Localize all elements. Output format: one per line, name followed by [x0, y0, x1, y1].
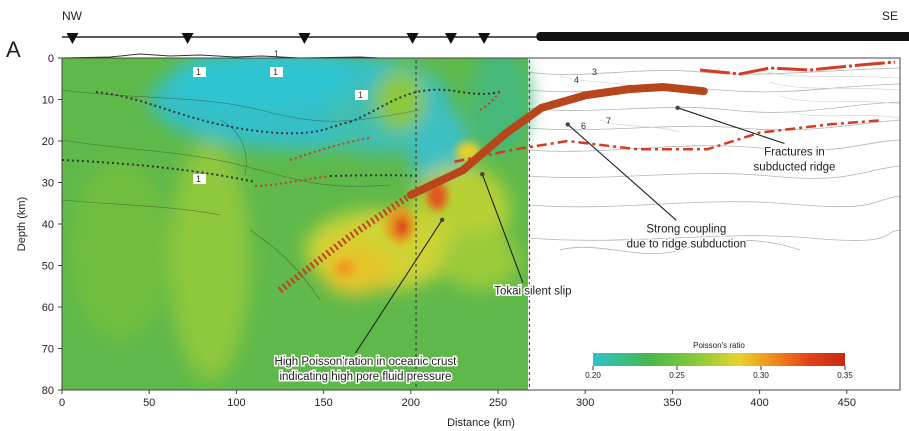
- colorbar-tick-label-2: 0.30: [753, 371, 769, 380]
- annotation-dot-1: [565, 122, 570, 127]
- x-axis-label: Distance (km): [447, 417, 515, 429]
- colorbar-tick-label-3: 0.35: [837, 371, 853, 380]
- annotation-leader-1: [567, 123, 677, 221]
- x-tick-label-7: 350: [663, 397, 681, 409]
- station-triangle-4: [444, 33, 457, 44]
- svg-text:1: 1: [196, 174, 201, 184]
- svg-text:3: 3: [592, 67, 597, 77]
- y-tick-label-7: 70: [42, 344, 54, 356]
- x-axis: 0 50 100 150 200 250 300 350 400 450: [59, 390, 856, 409]
- annotation-text-0-1: subducted ridge: [754, 162, 836, 174]
- x-tick-label-0: 0: [59, 397, 65, 409]
- station-triangle-2: [298, 33, 311, 44]
- svg-text:4: 4: [574, 75, 579, 85]
- x-tick-label-5: 250: [489, 397, 507, 409]
- red-shallow-segment: [699, 60, 896, 76]
- annotation-dot-2: [480, 172, 485, 177]
- annotation-text-1-0: Strong coupling: [646, 223, 726, 235]
- gray-contours: [527, 67, 900, 255]
- x-tick-label-1: 50: [143, 397, 155, 409]
- y-tick-label-4: 40: [42, 219, 54, 231]
- obs-array-bar: [536, 32, 909, 41]
- annotation-dot-0: [675, 105, 680, 111]
- annotations: Fractures in subducted ridge Strong coupli…: [273, 105, 837, 385]
- contour-labels: 1 1 1 1 1 3 4 6 7: [193, 49, 611, 184]
- x-tick-label-4: 200: [402, 397, 420, 409]
- layer-boundaries: [62, 88, 501, 187]
- x-tick-label-3: 150: [314, 397, 332, 409]
- x-tick-label-8: 400: [750, 397, 768, 409]
- annotation-text-3-1: indicating high pore fluid pressure: [279, 371, 451, 383]
- colorbar-tick-label-0: 0.20: [585, 371, 601, 380]
- colorbar-gradient: [593, 353, 845, 366]
- y-tick-label-1: 10: [42, 95, 54, 107]
- nw-label: NW: [62, 9, 83, 23]
- y-tick-label-5: 50: [42, 261, 54, 273]
- colorbar: Poisson's ratio 0.20 0.25 0.30 0.35: [585, 341, 855, 380]
- y-axis: 0 10 20 30 40 50 60 70 80: [42, 53, 62, 397]
- svg-text:1: 1: [358, 90, 363, 100]
- x-tick-label-6: 300: [576, 397, 594, 409]
- y-tick-label-0: 0: [48, 53, 54, 65]
- panel-label: A: [6, 37, 21, 62]
- svg-text:6: 6: [581, 121, 586, 131]
- heatmap-blobs: [70, 58, 530, 380]
- se-label: SE: [882, 9, 898, 23]
- uncovered-area: [528, 58, 900, 390]
- station-triangle-5: [478, 33, 491, 44]
- annotation-leader-2: [481, 174, 524, 283]
- station-triangle-1: [181, 33, 194, 44]
- station-markers: [66, 33, 491, 44]
- x-tick-label-2: 100: [227, 397, 245, 409]
- svg-text:1: 1: [274, 49, 279, 59]
- annotation-text-3-0: High Poisson'ration in oceanic crust: [275, 356, 458, 368]
- annotation-leader-0: [677, 107, 785, 145]
- svg-text:1: 1: [196, 67, 201, 77]
- y-tick-label-8: 80: [42, 385, 54, 397]
- y-tick-label-3: 30: [42, 178, 54, 190]
- svg-text:7: 7: [606, 116, 611, 126]
- y-tick-label-2: 20: [42, 136, 54, 148]
- annotation-leader-3: [354, 219, 443, 354]
- svg-text:1: 1: [273, 67, 278, 77]
- colorbar-title: Poisson's ratio: [693, 341, 745, 350]
- annotation-text-2-0: Tokai silent slip: [494, 286, 571, 298]
- annotation-dot-3: [439, 217, 445, 223]
- annotation-text-0-0: Fractures in: [764, 147, 825, 159]
- station-triangle-0: [66, 33, 79, 44]
- station-triangle-3: [406, 33, 419, 44]
- colorbar-ticks: 0.20 0.25 0.30 0.35: [585, 366, 853, 380]
- y-tick-label-6: 60: [42, 302, 54, 314]
- y-axis-label: Depth (km): [16, 197, 28, 251]
- plate-interface: [406, 83, 708, 199]
- colorbar-tick-label-1: 0.25: [669, 371, 685, 380]
- x-tick-label-9: 450: [838, 397, 856, 409]
- moho-line: [454, 119, 882, 163]
- annotation-text-1-1: due to ridge subduction: [627, 238, 747, 250]
